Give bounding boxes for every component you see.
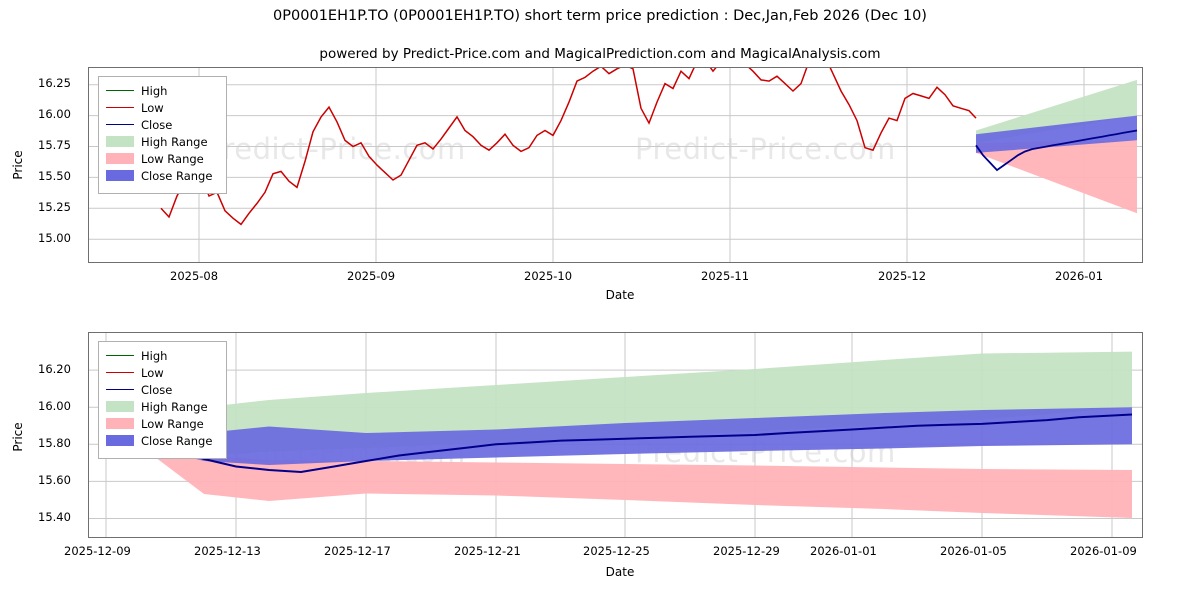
top-xtick-2025-10: 2025-10 [524, 269, 573, 283]
legend-swatch-close-range [106, 170, 134, 181]
legend-label-high-range-2: High Range [141, 399, 208, 414]
legend-label-high-2: High [141, 348, 168, 363]
bottom-xtick-2026-01-09: 2026-01-09 [1070, 544, 1137, 558]
top-low-range-band [976, 140, 1137, 214]
top-yaxis-label: Price [11, 150, 25, 180]
top-ytick-15-50: 15.50 [38, 169, 71, 183]
legend-swatch-high [106, 85, 134, 96]
bottom-plot-area [88, 332, 1143, 538]
legend-label-low-2: Low [141, 365, 164, 380]
top-ytick-15-75: 15.75 [38, 138, 71, 152]
top-xtick-2025-11: 2025-11 [701, 269, 750, 283]
legend-item-close-range-2: Close Range [106, 432, 219, 449]
top-xtick-2025-09: 2025-09 [347, 269, 396, 283]
top-legend: High Low Close High Range Low Range Clos… [98, 76, 227, 194]
top-xaxis-label: Date [605, 288, 635, 302]
bottom-xtick-2025-12-25: 2025-12-25 [583, 544, 650, 558]
bottom-high-range-band [138, 351, 1132, 456]
bottom-xtick-2026-01-01: 2026-01-01 [810, 544, 877, 558]
legend-item-high: High [106, 82, 219, 99]
legend-item-low: Low [106, 99, 219, 116]
bottom-close-series-line [137, 413, 1133, 474]
bottom-xtick-2025-12-17: 2025-12-17 [324, 544, 391, 558]
legend-swatch-high-range-2 [106, 401, 134, 412]
bottom-xtick-2025-12-29: 2025-12-29 [713, 544, 780, 558]
top-ytick-15-25: 15.25 [38, 200, 71, 214]
legend-swatch-close-2 [106, 384, 134, 395]
bottom-xtick-2025-12-09: 2025-12-09 [64, 544, 131, 558]
legend-swatch-high-range [106, 136, 134, 147]
top-xtick-2025-08: 2025-08 [170, 269, 219, 283]
bottom-yaxis-label: Price [11, 422, 25, 452]
legend-swatch-close [106, 119, 134, 130]
legend-item-high-range: High Range [106, 133, 219, 150]
top-ytick-16-25: 16.25 [38, 76, 71, 90]
bottom-ytick-15-40: 15.40 [38, 510, 71, 524]
legend-item-low-range-2: Low Range [106, 415, 219, 432]
legend-label-low-range-2: Low Range [141, 416, 204, 431]
legend-swatch-low-range [106, 153, 134, 164]
bottom-xtick-2025-12-21: 2025-12-21 [454, 544, 521, 558]
top-grid-horizontal [89, 84, 1142, 240]
legend-label-low: Low [141, 100, 164, 115]
top-low-series-line [160, 68, 977, 226]
bottom-ytick-16-00: 16.00 [38, 399, 71, 413]
legend-label-low-range: Low Range [141, 151, 204, 166]
legend-label-high-range: High Range [141, 134, 208, 149]
legend-label-close-range-2: Close Range [141, 433, 213, 448]
legend-item-close: Close [106, 116, 219, 133]
watermark-top-left: Predict-Price.com [205, 132, 466, 166]
page-title: 0P0001EH1P.TO (0P0001EH1P.TO) short term… [273, 8, 927, 24]
legend-item-high-range-2: High Range [106, 398, 219, 415]
legend-label-close-range: Close Range [141, 168, 213, 183]
top-xtick-2026-01: 2026-01 [1055, 269, 1104, 283]
legend-item-high-2: High [106, 347, 219, 364]
legend-swatch-high-2 [106, 350, 134, 361]
legend-item-low-2: Low [106, 364, 219, 381]
bottom-low-range-band [138, 429, 1132, 518]
bottom-xaxis-label: Date [605, 565, 635, 579]
legend-label-close: Close [141, 117, 173, 132]
top-plot-area [88, 67, 1143, 263]
legend-item-close-2: Close [106, 381, 219, 398]
top-high-range-band [976, 79, 1137, 143]
legend-swatch-low-range-2 [106, 418, 134, 429]
bottom-ytick-15-80: 15.80 [38, 436, 71, 450]
top-chart-panel: Predict-Price.com Predict-Price.com [0, 60, 1200, 310]
bottom-chart-panel: Predict-Price.com Predict-Price.com [0, 330, 1200, 600]
top-ytick-15-00: 15.00 [38, 231, 71, 245]
legend-swatch-low [106, 102, 134, 113]
bottom-plot-svg [89, 333, 1142, 537]
page-subtitle: powered by Predict-Price.com and Magical… [319, 46, 881, 62]
bottom-ytick-15-60: 15.60 [38, 473, 71, 487]
legend-item-close-range: Close Range [106, 167, 219, 184]
legend-label-high: High [141, 83, 168, 98]
legend-swatch-close-range-2 [106, 435, 134, 446]
watermark-top-right: Predict-Price.com [635, 132, 896, 166]
bottom-ytick-16-20: 16.20 [38, 362, 71, 376]
legend-label-close-2: Close [141, 382, 173, 397]
top-xtick-2025-12: 2025-12 [878, 269, 927, 283]
top-close-series-line [975, 129, 1138, 172]
bottom-xtick-2025-12-13: 2025-12-13 [194, 544, 261, 558]
top-grid-vertical [198, 68, 1085, 262]
legend-swatch-low-2 [106, 367, 134, 378]
top-close-range-band [976, 115, 1137, 153]
top-ytick-16-00: 16.00 [38, 107, 71, 121]
bottom-xtick-2026-01-05: 2026-01-05 [940, 544, 1007, 558]
legend-item-low-range: Low Range [106, 150, 219, 167]
top-plot-svg [89, 68, 1142, 262]
bottom-legend: High Low Close High Range Low Range Clos… [98, 341, 227, 459]
bottom-close-range-band [138, 407, 1132, 465]
